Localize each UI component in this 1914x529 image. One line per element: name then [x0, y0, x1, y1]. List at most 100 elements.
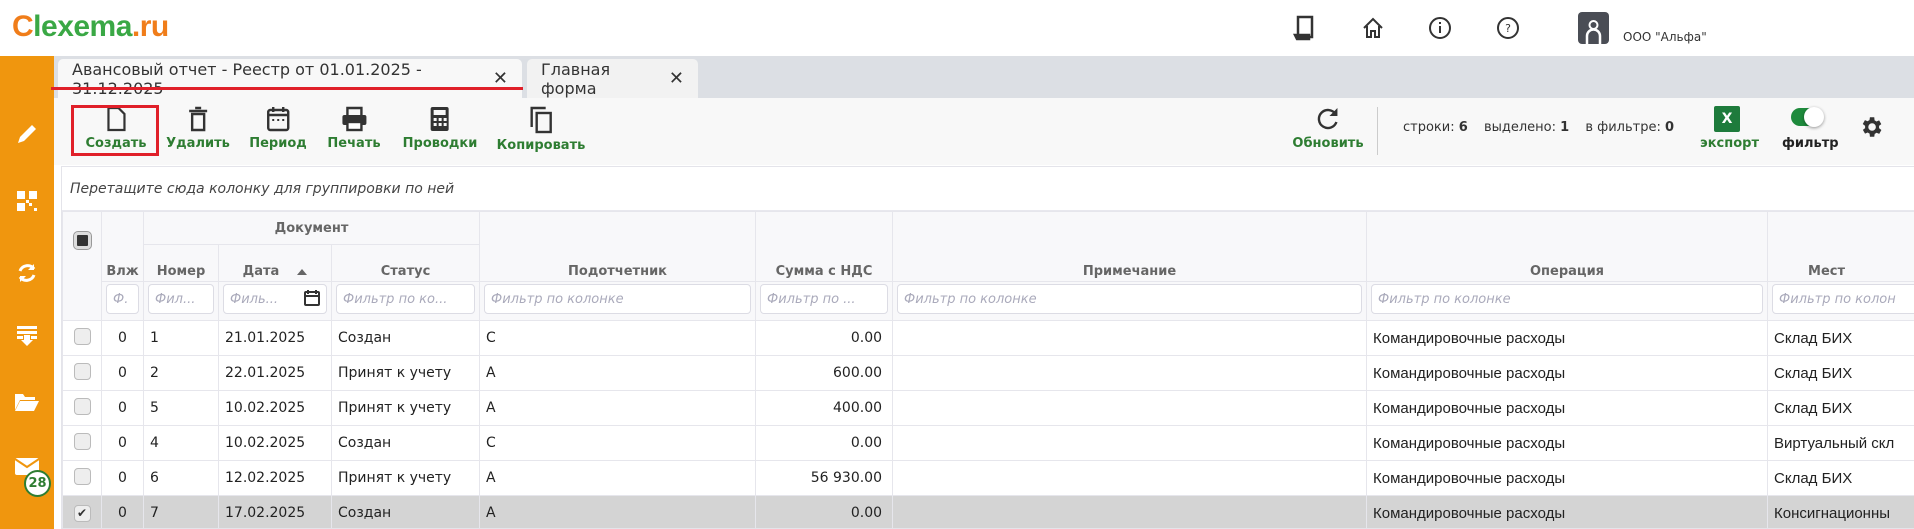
column-filter-input[interactable]: Фильтр по колонке — [1371, 284, 1764, 314]
cell-number[interactable]: 4 — [143, 425, 219, 461]
cell-date[interactable]: 12.02.2025 — [218, 460, 332, 496]
download-list-icon[interactable] — [13, 321, 41, 349]
postings-button[interactable]: Проводки — [403, 106, 477, 151]
cell-place[interactable]: Склад БИХ — [1767, 320, 1914, 356]
column-filter-input[interactable]: Ф. — [106, 284, 139, 314]
column-header-number[interactable]: Номер — [143, 244, 219, 282]
column-header-status[interactable]: Статус — [330, 244, 481, 282]
cell-sum[interactable]: 0.00 — [755, 425, 894, 461]
home-icon[interactable] — [1359, 14, 1387, 42]
cell-number[interactable]: 7 — [143, 495, 219, 528]
create-button[interactable]: Создать — [85, 106, 147, 151]
cell-vlzh[interactable]: 0 — [101, 390, 144, 426]
sync-icon[interactable] — [13, 259, 41, 287]
cell-status[interactable]: Принят к учету — [330, 355, 481, 391]
delete-button[interactable]: Удалить — [166, 106, 230, 151]
table-row[interactable]: 0 6 12.02.2025 Принят к учету А 56 930.00 Кома… — [62, 460, 1914, 496]
cell-number[interactable]: 2 — [143, 355, 219, 391]
tab-advance-report-registry[interactable]: Авансовый отчет - Реестр от 01.01.2025 -… — [58, 59, 522, 98]
cell-note[interactable] — [892, 320, 1368, 356]
cell-operation[interactable]: Командировочные расходы — [1366, 390, 1769, 426]
cell-status[interactable]: Создан — [330, 495, 481, 528]
cell-number[interactable]: 6 — [143, 460, 219, 496]
row-checkbox[interactable] — [73, 432, 91, 450]
cell-place[interactable]: Склад БИХ — [1767, 355, 1914, 391]
column-header-vlzh[interactable]: Влж — [101, 211, 144, 282]
cell-place[interactable]: Склад БИХ — [1767, 460, 1914, 496]
table-row[interactable]: 0 4 10.02.2025 Создан С 0.00 Командировочные р… — [62, 425, 1914, 461]
row-checkbox[interactable] — [73, 467, 91, 485]
cell-operation[interactable]: Командировочные расходы — [1366, 425, 1769, 461]
excel-icon[interactable]: X — [1714, 106, 1740, 132]
avatar[interactable] — [1578, 12, 1609, 44]
column-filter-input[interactable]: Фильтр по колон — [1772, 284, 1914, 314]
print-button[interactable]: Печать — [327, 106, 381, 151]
cell-operation[interactable]: Командировочные расходы — [1366, 355, 1769, 391]
group-panel[interactable]: Перетащите сюда колонку для группировки … — [62, 167, 1914, 211]
column-filter-input[interactable]: Фильтр по ... — [760, 284, 889, 314]
cell-vlzh[interactable]: 0 — [101, 425, 144, 461]
row-checkbox[interactable] — [73, 362, 91, 380]
export-button[interactable]: экспорт — [1700, 136, 1759, 151]
cell-operation[interactable]: Командировочные расходы — [1366, 460, 1769, 496]
cell-note[interactable] — [892, 425, 1368, 461]
column-header-person[interactable]: Подотчетник — [479, 211, 757, 282]
cell-date[interactable]: 22.01.2025 — [218, 355, 332, 391]
copy-button[interactable]: Копировать — [497, 106, 585, 153]
table-row[interactable]: ✔ 0 7 17.02.2025 Создан А 0.00 Командировочные … — [62, 495, 1914, 528]
cell-person[interactable]: А — [479, 390, 757, 426]
row-checkbox[interactable]: ✔ — [73, 504, 91, 522]
help-icon[interactable]: ? — [1494, 14, 1522, 42]
cell-vlzh[interactable]: 0 — [101, 460, 144, 496]
cell-sum[interactable]: 0.00 — [755, 495, 894, 528]
cell-operation[interactable]: Командировочные расходы — [1366, 320, 1769, 356]
cell-person[interactable]: А — [479, 495, 757, 528]
gear-icon[interactable] — [1858, 114, 1884, 144]
tab-main-form[interactable]: Главная форма ✕ — [527, 59, 698, 98]
calendar-icon[interactable] — [304, 289, 320, 310]
column-header-date[interactable]: Дата — [218, 244, 332, 282]
row-checkbox[interactable] — [73, 397, 91, 415]
column-header-note[interactable]: Примечание — [892, 211, 1368, 282]
cell-note[interactable] — [892, 495, 1368, 528]
column-filter-input[interactable]: Фильтр по колонке — [897, 284, 1363, 314]
column-filter-input[interactable]: Фильтр по ко... — [336, 284, 476, 314]
column-filter-input[interactable]: Фил... — [148, 284, 214, 314]
info-icon[interactable] — [1426, 14, 1454, 42]
cell-vlzh[interactable]: 0 — [101, 355, 144, 391]
cell-person[interactable]: С — [479, 320, 757, 356]
cell-status[interactable]: Принят к учету — [330, 390, 481, 426]
cell-person[interactable]: А — [479, 355, 757, 391]
cell-vlzh[interactable]: 0 — [101, 495, 144, 528]
folder-icon[interactable] — [13, 388, 41, 416]
filter-toggle[interactable] — [1791, 107, 1824, 127]
close-icon[interactable]: ✕ — [492, 68, 508, 89]
pencil-icon[interactable] — [13, 120, 41, 148]
cell-vlzh[interactable]: 0 — [101, 320, 144, 356]
column-filter-input[interactable]: Филь... — [223, 284, 327, 314]
cell-date[interactable]: 17.02.2025 — [218, 495, 332, 528]
cell-status[interactable]: Создан — [330, 425, 481, 461]
cell-date[interactable]: 10.02.2025 — [218, 390, 332, 426]
row-checkbox[interactable] — [73, 327, 91, 345]
cell-note[interactable] — [892, 390, 1368, 426]
cell-place[interactable]: Виртуальный скл — [1767, 425, 1914, 461]
cell-sum[interactable]: 0.00 — [755, 320, 894, 356]
close-icon[interactable]: ✕ — [668, 68, 684, 89]
cell-number[interactable]: 5 — [143, 390, 219, 426]
select-all-checkbox[interactable] — [72, 231, 92, 250]
cell-sum[interactable]: 56 930.00 — [755, 460, 894, 496]
tablet-icon[interactable] — [1290, 14, 1318, 42]
cell-status[interactable]: Создан — [330, 320, 481, 356]
column-header-operation[interactable]: Операция — [1366, 211, 1769, 282]
refresh-button[interactable]: Обновить — [1292, 106, 1364, 151]
company-name[interactable]: ООО "Альфа" — [1623, 30, 1707, 44]
mail-badge[interactable]: 28 — [24, 470, 51, 497]
column-filter-input[interactable]: Фильтр по колонке — [484, 284, 752, 314]
table-row[interactable]: 0 1 21.01.2025 Создан С 0.00 Командировочные р… — [62, 320, 1914, 356]
cell-sum[interactable]: 400.00 — [755, 390, 894, 426]
cell-place[interactable]: Склад БИХ — [1767, 390, 1914, 426]
cell-person[interactable]: А — [479, 460, 757, 496]
period-button[interactable]: Период — [249, 106, 307, 151]
cell-note[interactable] — [892, 355, 1368, 391]
